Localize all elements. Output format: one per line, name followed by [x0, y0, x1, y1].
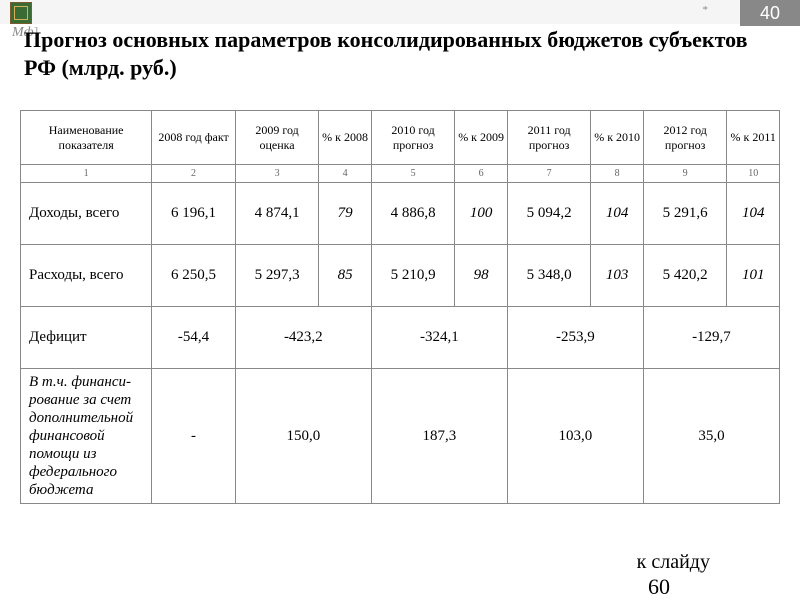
col-header: % к 2009: [455, 111, 508, 165]
cell-pct: 98: [455, 245, 508, 307]
row-label: В т.ч. финанси-рование за счет дополните…: [21, 369, 152, 504]
col-header: % к 2011: [727, 111, 780, 165]
col-header: % к 2008: [319, 111, 372, 165]
table-row: В т.ч. финанси-рование за счет дополните…: [21, 369, 780, 504]
slide-link[interactable]: к слайду: [637, 551, 710, 574]
cell-pct: 104: [591, 183, 644, 245]
cell: 5 210,9: [371, 245, 455, 307]
cell-pct: 104: [727, 183, 780, 245]
crest-icon: [10, 2, 32, 24]
col-header: Наименование показателя: [21, 111, 152, 165]
page-title: Прогноз основных параметров консолидиров…: [24, 26, 776, 81]
col-header: 2008 год факт: [152, 111, 236, 165]
cell: -129,7: [643, 307, 779, 369]
cell-pct: 85: [319, 245, 372, 307]
col-header: % к 2010: [591, 111, 644, 165]
cell: 6 196,1: [152, 183, 236, 245]
budget-table: Наименование показателя 2008 год факт 20…: [20, 110, 780, 504]
cell: 5 291,6: [643, 183, 727, 245]
col-num: 4: [319, 165, 372, 183]
col-header: 2012 год прогноз: [643, 111, 727, 165]
col-num: 3: [235, 165, 319, 183]
col-num: 5: [371, 165, 455, 183]
col-num: 10: [727, 165, 780, 183]
col-num: 2: [152, 165, 236, 183]
cell: -: [152, 369, 236, 504]
cell: 35,0: [643, 369, 779, 504]
cell-pct: 100: [455, 183, 508, 245]
col-num: 6: [455, 165, 508, 183]
cell-pct: 101: [727, 245, 780, 307]
cell-pct: 103: [591, 245, 644, 307]
top-bar: Мф] * 40: [0, 0, 800, 24]
asterisk: *: [703, 4, 709, 16]
table-row: Расходы, всего 6 250,5 5 297,3 85 5 210,…: [21, 245, 780, 307]
col-num: 1: [21, 165, 152, 183]
col-header: 2009 год оценка: [235, 111, 319, 165]
cell: 6 250,5: [152, 245, 236, 307]
col-num: 7: [507, 165, 591, 183]
cell: -54,4: [152, 307, 236, 369]
cell: 187,3: [371, 369, 507, 504]
table-row: Дефицит -54,4 -423,2 -324,1 -253,9 -129,…: [21, 307, 780, 369]
footer-page: 60: [648, 574, 670, 600]
table-header-row: Наименование показателя 2008 год факт 20…: [21, 111, 780, 165]
cell: 4 886,8: [371, 183, 455, 245]
cell: 150,0: [235, 369, 371, 504]
cell: 5 420,2: [643, 245, 727, 307]
cell: 5 348,0: [507, 245, 591, 307]
row-label: Доходы, всего: [21, 183, 152, 245]
cell: 5 094,2: [507, 183, 591, 245]
logo: Мф]: [10, 2, 58, 26]
cell: 4 874,1: [235, 183, 319, 245]
col-num: 9: [643, 165, 727, 183]
page-number: 40: [740, 0, 800, 26]
cell: 5 297,3: [235, 245, 319, 307]
row-label: Дефицит: [21, 307, 152, 369]
cell: 103,0: [507, 369, 643, 504]
col-header: 2011 год прогноз: [507, 111, 591, 165]
row-label: Расходы, всего: [21, 245, 152, 307]
cell: -324,1: [371, 307, 507, 369]
cell: -253,9: [507, 307, 643, 369]
col-header: 2010 год прогноз: [371, 111, 455, 165]
col-num: 8: [591, 165, 644, 183]
table-row: Доходы, всего 6 196,1 4 874,1 79 4 886,8…: [21, 183, 780, 245]
cell-pct: 79: [319, 183, 372, 245]
cell: -423,2: [235, 307, 371, 369]
table-colnum-row: 1 2 3 4 5 6 7 8 9 10: [21, 165, 780, 183]
